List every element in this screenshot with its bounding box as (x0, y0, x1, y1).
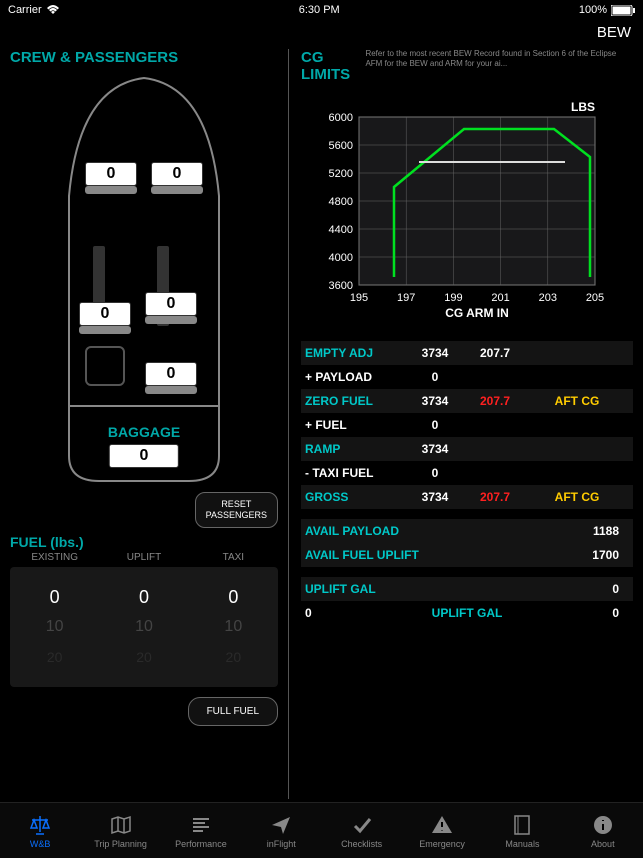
wb-row: GROSS3734207.7AFT CG (301, 485, 633, 509)
tab-performance[interactable]: Performance (161, 803, 241, 858)
svg-text:4800: 4800 (329, 196, 353, 208)
wb-row: RAMP3734 (301, 437, 633, 461)
baggage-label: BAGGAGE (108, 424, 180, 440)
wb-row: + FUEL0 (301, 413, 633, 437)
uplift-gal-label: UPLIFT GAL (305, 582, 612, 596)
cg-chart: LBS 6000 5600 5200 4800 4400 4000 3600195 197 199… (301, 97, 633, 327)
tab-emergency[interactable]: Emergency (402, 803, 482, 858)
fuel-header-existing: EXISTING (10, 552, 99, 563)
svg-text:5600: 5600 (329, 140, 353, 152)
svg-text:195: 195 (350, 292, 368, 304)
tab-icon (510, 813, 534, 837)
svg-text:4000: 4000 (329, 252, 353, 264)
uplift-zero: 0 (305, 606, 335, 620)
uplift-table: UPLIFT GAL 0 0 UPLIFT GAL 0 (301, 577, 633, 625)
svg-text:205: 205 (586, 292, 604, 304)
aircraft-outline: 0 0 0 0 0 BAGGAGE 0 (49, 76, 239, 486)
wb-row: ZERO FUEL3734207.7AFT CG (301, 389, 633, 413)
svg-text:203: 203 (539, 292, 557, 304)
crew-title: CREW & PASSENGERS (10, 49, 278, 66)
tab-icon (28, 813, 52, 837)
uplift-val2: 0 (599, 606, 629, 620)
wb-row: - TAXI FUEL0 (301, 461, 633, 485)
svg-text:4400: 4400 (329, 224, 353, 236)
baggage-input[interactable]: 0 (109, 444, 179, 468)
wb-row: EMPTY ADJ3734207.7 (301, 341, 633, 365)
battery-label: 100% (579, 4, 607, 16)
tab-icon (350, 813, 374, 837)
seat-1[interactable]: 0 (85, 154, 137, 194)
svg-text:6000: 6000 (329, 112, 353, 124)
tab-about[interactable]: About (563, 803, 643, 858)
wb-row: + PAYLOAD0 (301, 365, 633, 389)
reset-passengers-button[interactable]: RESET PASSENGERS (195, 492, 278, 528)
svg-text:LBS: LBS (571, 100, 595, 114)
weight-balance-table: EMPTY ADJ3734207.7+ PAYLOAD0ZERO FUEL373… (301, 341, 633, 509)
fuel-picker[interactable]: 0 10 20 0 10 20 0 10 20 (10, 567, 278, 687)
status-bar: Carrier 6:30 PM 100% (0, 0, 643, 20)
svg-text:CG ARM IN: CG ARM IN (445, 306, 509, 320)
seat-5[interactable]: 0 (145, 354, 197, 394)
wifi-icon (46, 5, 60, 15)
avail-fuel-label: AVAIL FUEL UPLIFT (305, 548, 592, 562)
avail-payload-val: 1188 (593, 524, 629, 538)
fuel-header-uplift: UPLIFT (99, 552, 188, 563)
tab-inflight[interactable]: inFlight (241, 803, 321, 858)
tab-icon (269, 813, 293, 837)
uplift-gal-val: 0 (612, 582, 629, 596)
status-time: 6:30 PM (299, 4, 340, 16)
tab-icon (591, 813, 615, 837)
fuel-title: FUEL (lbs.) (10, 534, 278, 550)
seat-2[interactable]: 0 (151, 154, 203, 194)
tab-checklists[interactable]: Checklists (322, 803, 402, 858)
tab-icon (430, 813, 454, 837)
tab-bar: W&BTrip PlanningPerformanceinFlightCheck… (0, 802, 643, 858)
tab-w-b[interactable]: W&B (0, 803, 80, 858)
seat-empty[interactable] (85, 346, 125, 386)
tab-icon (109, 813, 133, 837)
avail-payload-label: AVAIL PAYLOAD (305, 524, 593, 538)
full-fuel-button[interactable]: FULL FUEL (188, 697, 278, 726)
uplift-gal-label2: UPLIFT GAL (335, 606, 599, 620)
tab-manuals[interactable]: Manuals (482, 803, 562, 858)
avail-fuel-val: 1700 (592, 548, 629, 562)
svg-text:201: 201 (491, 292, 509, 304)
avail-table: AVAIL PAYLOAD 1188 AVAIL FUEL UPLIFT 170… (301, 519, 633, 567)
header-title[interactable]: BEW (0, 20, 643, 45)
tab-icon (189, 813, 213, 837)
fuel-header-taxi: TAXI (189, 552, 278, 563)
tab-trip-planning[interactable]: Trip Planning (80, 803, 160, 858)
cglimits-title: CG LIMITS (301, 49, 365, 83)
svg-text:197: 197 (397, 292, 415, 304)
battery-icon (611, 5, 635, 16)
cglimits-note: Refer to the most recent BEW Record foun… (365, 49, 633, 70)
svg-text:3600: 3600 (329, 280, 353, 292)
svg-text:199: 199 (444, 292, 462, 304)
svg-text:5200: 5200 (329, 168, 353, 180)
carrier-label: Carrier (8, 4, 42, 16)
seat-3[interactable]: 0 (79, 294, 131, 334)
seat-4[interactable]: 0 (145, 284, 197, 324)
